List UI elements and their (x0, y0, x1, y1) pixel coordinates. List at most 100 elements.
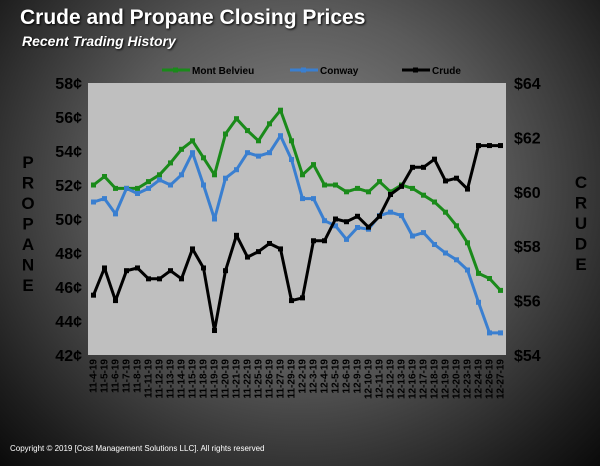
data-point-crude (223, 268, 228, 274)
legend-marker (173, 67, 178, 73)
left-axis-title-letter: A (22, 235, 34, 254)
x-tick-label: 12-26-19 (485, 359, 496, 399)
data-point-conway (278, 133, 283, 139)
data-point-crude (157, 276, 162, 282)
legend-label: Crude (432, 66, 461, 77)
right-axis-title-letter: E (575, 255, 586, 274)
x-tick-label: 11-21-19 (232, 359, 243, 399)
x-tick-label: 11-4-19 (89, 359, 100, 393)
data-point-crude (355, 213, 360, 219)
right-tick-label: $64 (514, 76, 541, 93)
copyright-text: Copyright © 2019 [Cost Management Soluti… (10, 444, 265, 453)
left-tick-label: 50¢ (55, 212, 82, 229)
x-tick-label: 12-23-19 (463, 359, 474, 399)
data-point-crude (377, 213, 382, 219)
data-point-mont-belvieu (146, 179, 151, 185)
x-tick-label: 11-20-19 (221, 359, 232, 399)
data-point-mont-belvieu (377, 179, 382, 185)
data-point-crude (421, 164, 426, 170)
x-tick-label: 12-3-19 (309, 359, 320, 394)
x-tick-label: 11-15-19 (188, 359, 199, 399)
right-tick-label: $56 (514, 294, 541, 311)
data-point-mont-belvieu (190, 138, 195, 144)
x-tick-label: 11-8-19 (133, 359, 144, 393)
data-point-crude (289, 298, 294, 304)
left-axis-title-letter: R (22, 174, 34, 193)
data-point-conway (487, 330, 492, 336)
x-tick-label: 12-13-19 (397, 359, 408, 399)
left-tick-label: 58¢ (55, 76, 82, 93)
data-point-conway (344, 236, 349, 242)
data-point-crude (476, 143, 481, 149)
data-point-mont-belvieu (487, 276, 492, 281)
chart-title: Crude and Propane Closing Prices (20, 6, 366, 29)
plot-area (88, 83, 506, 355)
data-point-conway (124, 185, 129, 191)
data-point-conway (465, 267, 470, 273)
data-point-conway (432, 242, 437, 247)
data-point-crude (256, 249, 261, 255)
legend-label: Conway (320, 66, 359, 77)
data-point-conway (267, 150, 272, 156)
left-tick-label: 52¢ (55, 178, 82, 195)
left-axis-title-letter: P (22, 153, 33, 172)
x-tick-label: 12-18-19 (430, 359, 441, 399)
data-point-crude (135, 265, 140, 271)
x-tick-label: 12-4-19 (320, 359, 331, 394)
data-point-crude (201, 265, 206, 271)
data-point-crude (212, 328, 217, 334)
x-tick-label: 11-6-19 (111, 359, 122, 393)
data-point-mont-belvieu (333, 182, 338, 188)
x-tick-label: 12-27-19 (496, 359, 507, 399)
data-point-conway (322, 218, 327, 224)
series-layer (91, 107, 503, 336)
data-point-conway (201, 182, 206, 188)
left-axis-title-letter: O (21, 194, 34, 213)
data-point-crude (300, 295, 305, 301)
x-tick-label: 12-19-19 (441, 359, 452, 399)
data-point-conway (421, 230, 426, 236)
x-tick-label: 12-2-19 (298, 359, 309, 394)
data-point-conway (234, 167, 239, 173)
data-point-mont-belvieu (322, 182, 327, 188)
data-point-crude (410, 164, 415, 170)
data-point-crude (102, 265, 107, 271)
data-point-conway (355, 225, 360, 230)
data-point-conway (443, 250, 448, 256)
data-point-crude (344, 219, 349, 225)
data-point-conway (311, 196, 316, 202)
data-point-mont-belvieu (344, 189, 349, 195)
chart-subtitle: Recent Trading History (22, 33, 176, 49)
left-tick-label: 44¢ (55, 314, 82, 331)
data-point-conway (245, 150, 250, 156)
x-tick-label: 12-17-19 (419, 359, 430, 399)
data-point-conway (157, 177, 162, 183)
data-point-mont-belvieu (355, 185, 360, 191)
data-point-mont-belvieu (289, 138, 294, 144)
data-point-conway (223, 175, 228, 181)
data-point-conway (300, 196, 305, 202)
data-point-conway (476, 299, 481, 305)
data-point-mont-belvieu (432, 199, 437, 205)
x-tick-label: 11-29-19 (287, 359, 298, 399)
left-tick-label: 48¢ (55, 246, 82, 263)
data-point-crude (168, 268, 173, 274)
left-tick-label: 54¢ (55, 144, 82, 161)
data-point-conway (256, 153, 261, 159)
x-tick-label: 11-19-19 (210, 359, 221, 399)
x-tick-label: 11-22-19 (243, 359, 254, 399)
right-axis-title-letter: R (575, 194, 587, 213)
data-point-mont-belvieu (465, 240, 470, 246)
data-point-crude (454, 175, 459, 181)
data-point-mont-belvieu (311, 162, 316, 168)
data-point-conway (91, 199, 96, 205)
right-tick-label: $60 (514, 185, 541, 202)
data-point-crude (333, 216, 338, 222)
data-point-mont-belvieu (410, 185, 415, 191)
x-tick-label: 11-27-19 (276, 359, 287, 399)
data-point-mont-belvieu (223, 131, 228, 137)
